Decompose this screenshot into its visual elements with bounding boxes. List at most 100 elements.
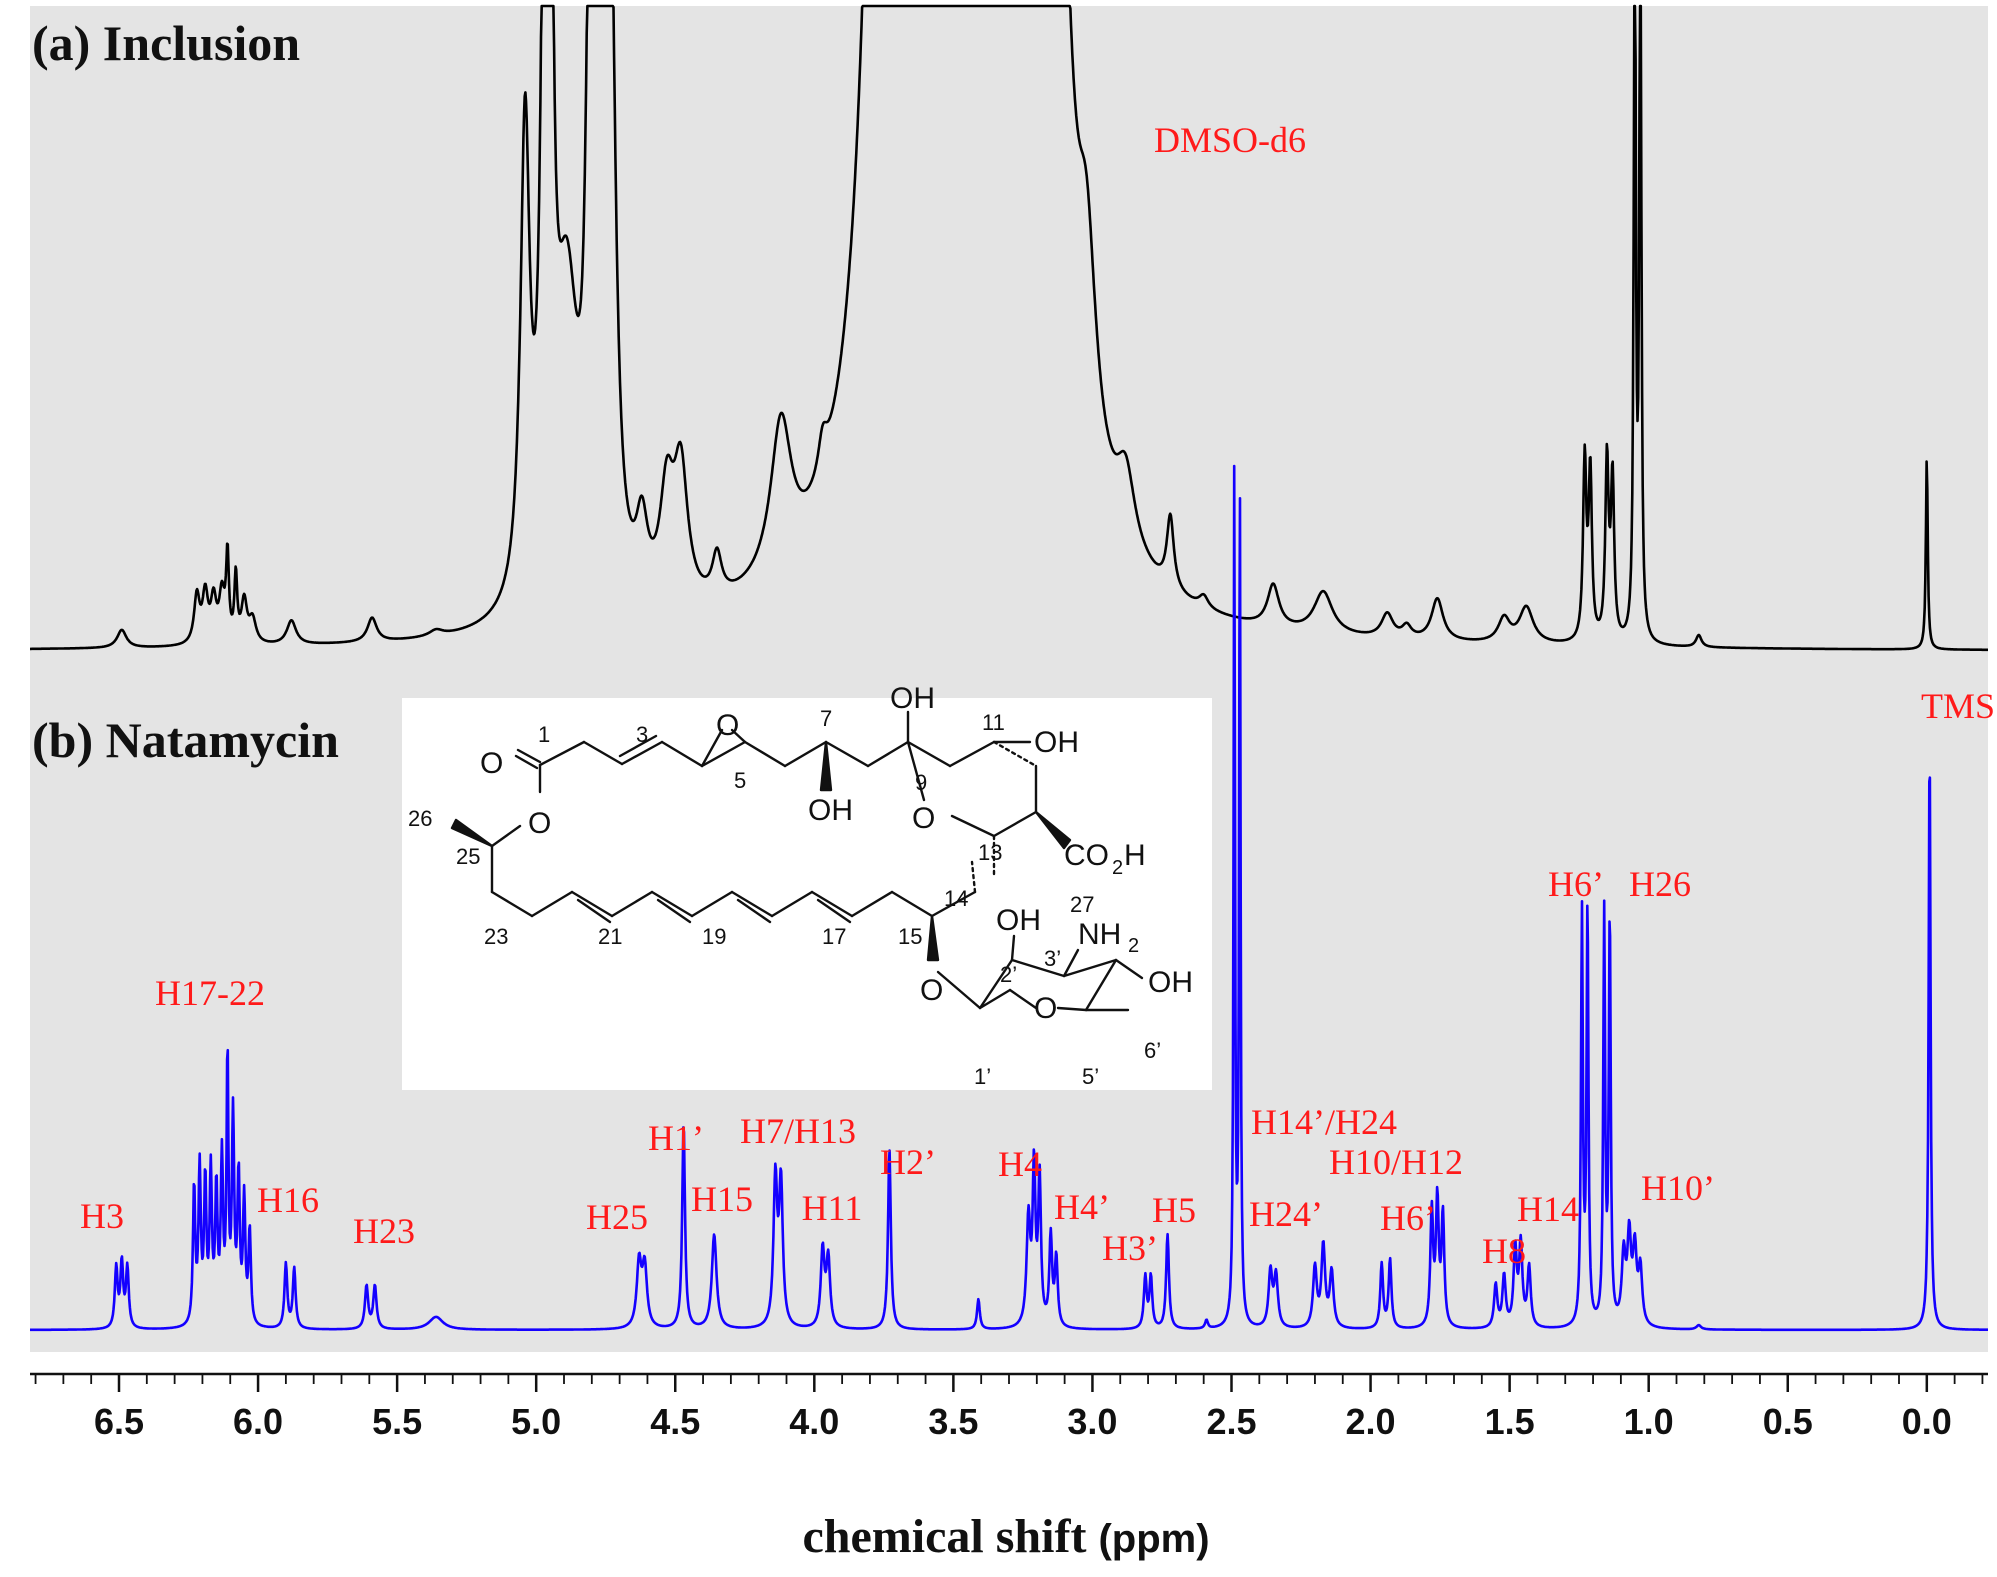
peak-label: H1’ — [648, 1118, 704, 1158]
bond — [906, 740, 952, 768]
bond — [618, 734, 658, 758]
atom-label: 2 — [1128, 935, 1139, 957]
locant: 15 — [898, 924, 922, 949]
wedge-bond — [819, 740, 833, 792]
bond — [783, 740, 828, 768]
bond — [816, 898, 852, 924]
bond — [514, 754, 539, 770]
bond — [650, 890, 694, 918]
locant: 13 — [978, 840, 1002, 865]
peak-label: H23 — [353, 1211, 415, 1251]
peak-label: H2’ — [880, 1142, 936, 1182]
peak-label: H6’ — [1380, 1198, 1436, 1238]
bond — [970, 860, 977, 894]
locant: 11 — [982, 710, 1005, 735]
bond — [530, 890, 574, 918]
atom-label: O — [716, 709, 739, 742]
atom-label: O — [912, 802, 935, 835]
bond — [992, 810, 1038, 838]
x-tick-label: 6.0 — [233, 1401, 283, 1442]
bond — [1114, 958, 1144, 980]
bond — [730, 890, 774, 918]
locant: 26 — [408, 806, 432, 831]
locant: 3’ — [1044, 946, 1061, 971]
x-tick-label: 2.0 — [1346, 1401, 1396, 1442]
x-tick-label: 5.5 — [372, 1401, 422, 1442]
bond — [978, 988, 1012, 1010]
bond — [736, 898, 772, 924]
x-tick-label: 6.5 — [94, 1401, 144, 1442]
atom-label: O — [1034, 992, 1057, 1025]
x-tick-label: 4.5 — [650, 1401, 700, 1442]
x-axis-title-main: chemical shift — [802, 1510, 1086, 1563]
wedge-bond — [1034, 810, 1072, 850]
peak-label: H24’ — [1249, 1194, 1323, 1234]
bond — [1062, 948, 1080, 978]
peak-label: H17-22 — [155, 973, 265, 1013]
atom-label: O — [480, 747, 503, 780]
peak-label: H5 — [1152, 1190, 1196, 1230]
bond — [810, 890, 854, 918]
panel-title-a: (a) Inclusion — [32, 15, 300, 71]
x-tick-label: 3.0 — [1067, 1401, 1117, 1442]
bond — [538, 740, 586, 767]
locant: 19 — [702, 924, 726, 949]
bond — [700, 740, 747, 768]
atom-label: OH — [1034, 726, 1079, 759]
bond — [570, 890, 614, 918]
bond — [992, 740, 1038, 768]
x-tick-label: 5.0 — [511, 1401, 561, 1442]
bond — [1008, 988, 1038, 1010]
peak-label: H7/H13 — [740, 1111, 856, 1151]
peak-label: TMS — [1921, 686, 1995, 726]
bond — [1084, 958, 1118, 1012]
spectrum-line-inclusion — [29, 4, 1989, 652]
spectra — [29, 4, 1989, 1332]
bond — [824, 740, 870, 768]
locant: 1 — [538, 722, 550, 747]
atom-label: O — [528, 807, 551, 840]
bond — [850, 890, 894, 918]
spectrum-line-natamycin — [29, 464, 1989, 1332]
locant: 14 — [944, 886, 968, 911]
bond — [743, 740, 787, 768]
atom-label: 2 — [1112, 857, 1123, 879]
atom-label: O — [920, 974, 943, 1007]
bond — [656, 898, 692, 924]
locant: 21 — [598, 924, 622, 949]
bond — [1010, 958, 1066, 978]
bond — [700, 728, 724, 768]
peak-label: H10’ — [1641, 1168, 1715, 1208]
locant: 7 — [820, 706, 832, 731]
bond — [610, 890, 654, 918]
bond — [936, 970, 982, 1010]
bond — [930, 890, 977, 918]
locant: 2’ — [1000, 962, 1017, 987]
x-tick-label: 1.0 — [1624, 1401, 1674, 1442]
peak-label: H26 — [1629, 864, 1691, 904]
bond — [1062, 958, 1118, 978]
x-axis-title: chemical shift (ppm) — [802, 1510, 1209, 1563]
locant: 17 — [822, 924, 846, 949]
x-tick-label: 0.0 — [1902, 1401, 1952, 1442]
locant: 23 — [484, 924, 508, 949]
bond — [490, 824, 522, 848]
peak-label: H3’ — [1102, 1228, 1158, 1268]
peak-label: H10/H12 — [1329, 1142, 1463, 1182]
locant: 6’ — [1144, 1038, 1161, 1063]
atom-label: OH — [996, 904, 1041, 937]
bond — [516, 748, 542, 764]
x-tick-label: 0.5 — [1763, 1401, 1813, 1442]
locant: 5 — [734, 768, 746, 793]
peak-label: H14 — [1517, 1189, 1579, 1229]
peak-label: DMSO-d6 — [1154, 120, 1306, 160]
bond — [582, 740, 624, 766]
bond — [620, 740, 664, 766]
locant: 3 — [636, 722, 648, 747]
bond — [730, 728, 747, 744]
peak-label: H4 — [998, 1144, 1042, 1184]
peak-label: H14’/H24 — [1251, 1102, 1397, 1142]
x-tick-label: 1.5 — [1485, 1401, 1535, 1442]
wedge-bond — [926, 914, 940, 962]
